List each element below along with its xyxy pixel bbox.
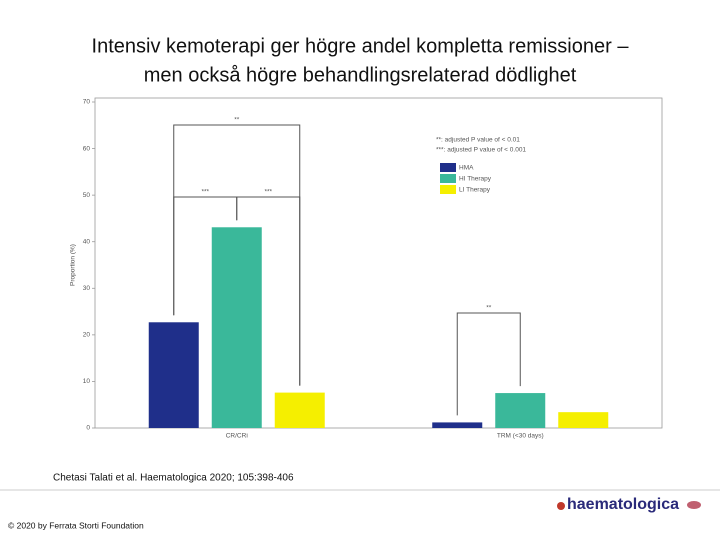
bar	[211, 227, 262, 428]
bar	[274, 392, 325, 428]
y-tick-label: 30	[83, 285, 91, 292]
logo-icon	[557, 502, 565, 510]
x-tick-label: TRM (<30 days)	[497, 433, 544, 440]
significance-bracket	[236, 196, 301, 386]
y-tick-label: 0	[86, 425, 90, 432]
footer: © 2020 by Ferrata Storti Foundation	[8, 520, 144, 530]
logo-mark	[687, 501, 701, 509]
y-tick-label: 40	[83, 238, 91, 245]
bar	[432, 422, 483, 428]
x-tick-label: CR/CRi	[226, 433, 248, 440]
y-axis-label: Proportion (%)	[70, 244, 77, 286]
legend-label: HI Therapy	[459, 176, 492, 183]
legend-label: LI Therapy	[459, 187, 491, 194]
significance-label: **	[486, 305, 492, 312]
y-tick-label: 70	[83, 99, 91, 106]
significance-bracket	[456, 312, 521, 416]
significance-label: **	[234, 117, 240, 124]
citation: Chetasi Talati et al. Haematologica 2020…	[53, 473, 294, 484]
legend-label: HMA	[459, 165, 474, 172]
significance-label: ***	[264, 189, 272, 196]
y-tick-label: 50	[83, 192, 91, 199]
slide-title-line2: men också högre behandlingsrelaterad död…	[144, 64, 577, 86]
note: **: adjusted P value of < 0.01	[436, 137, 520, 144]
bar	[495, 393, 546, 428]
y-tick-label: 10	[83, 378, 91, 385]
y-tick-label: 20	[83, 332, 91, 339]
slide-title-line1: Intensiv kemoterapi ger högre andel komp…	[92, 35, 630, 57]
bar	[148, 322, 199, 428]
bar	[558, 412, 609, 428]
y-tick-label: 60	[83, 145, 91, 152]
legend-swatch	[440, 185, 456, 194]
plot-frame	[94, 97, 663, 429]
note: ***: adjusted P value of < 0.001	[436, 147, 526, 154]
legend-swatch	[440, 174, 456, 183]
logo: haematologica	[567, 496, 679, 513]
legend-swatch	[440, 163, 456, 172]
significance-label: ***	[201, 189, 209, 196]
